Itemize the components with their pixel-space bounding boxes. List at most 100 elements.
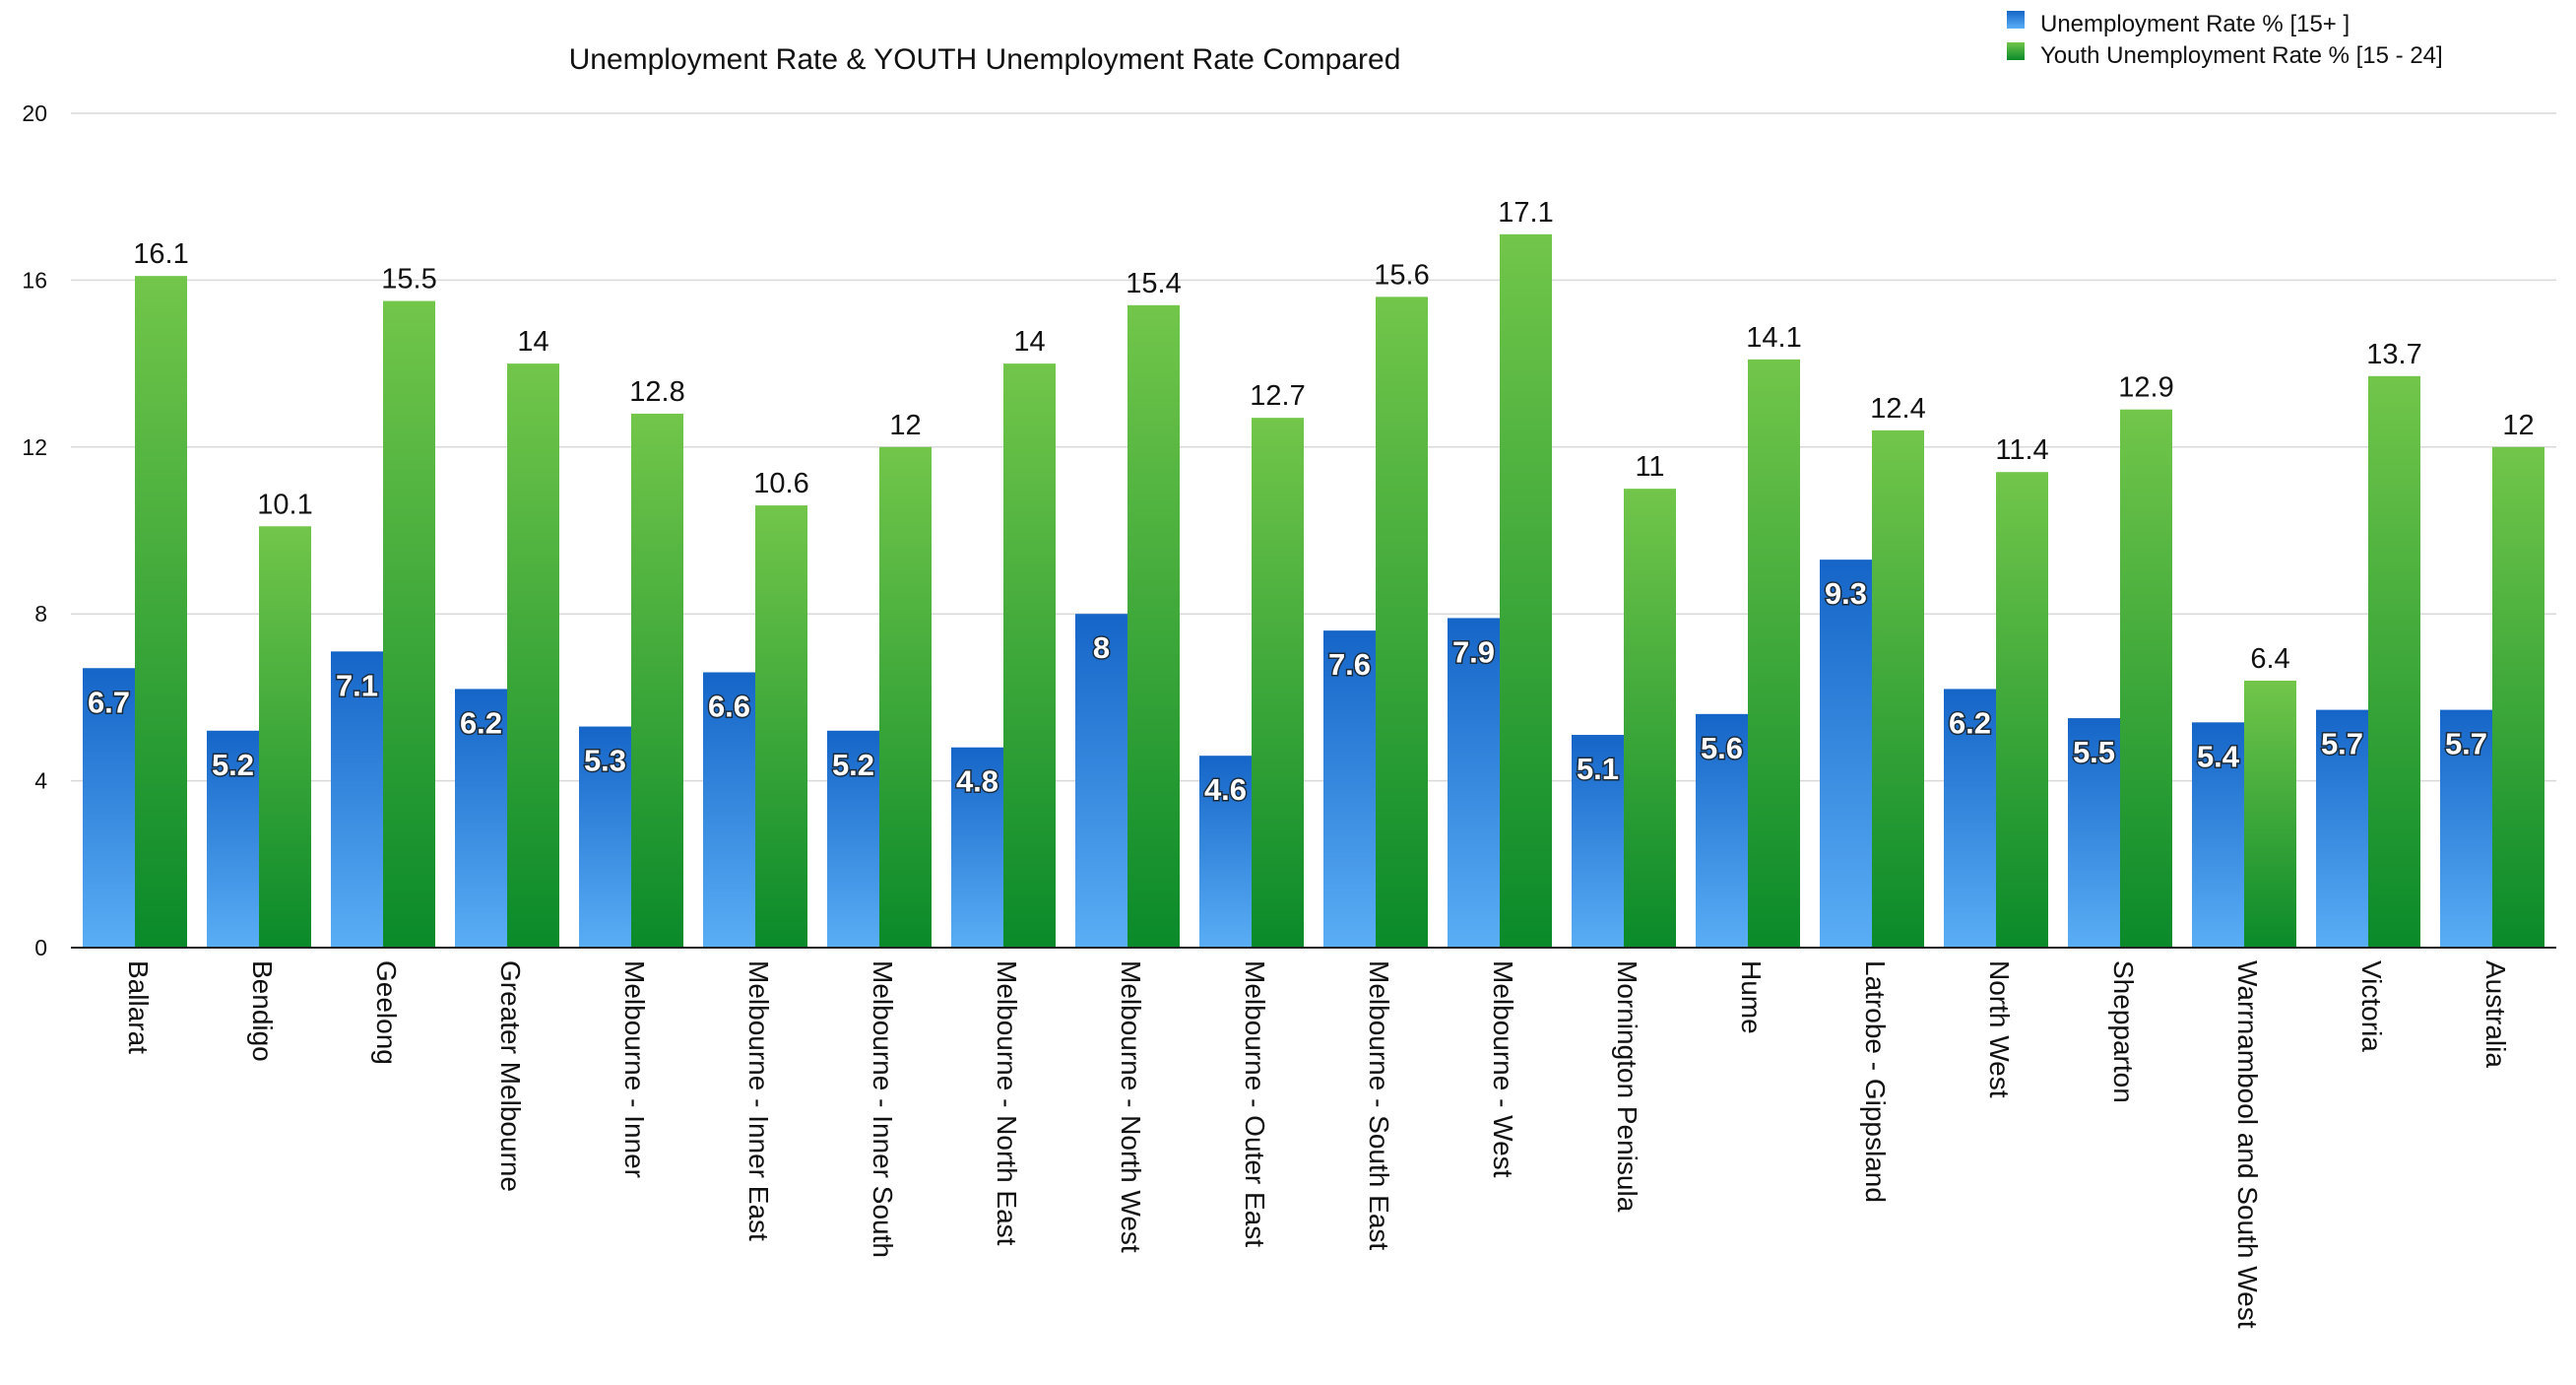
x-category-label: Greater Melbourne xyxy=(495,960,526,1192)
bar-unemployment xyxy=(2068,718,2120,948)
x-category-label: Warrnambool and South West xyxy=(2232,960,2263,1329)
x-axis-category-labels: Ballarat Bendigo Geelong Greater Melbourne M… xyxy=(123,960,2511,1329)
bar-youth-unemployment xyxy=(1376,297,1428,949)
bar-youth-unemployment xyxy=(507,363,559,949)
bar-youth-unemployment xyxy=(631,413,683,948)
data-label-youth: 15.6 xyxy=(1374,259,1429,291)
x-category-label: Melbourne - Outer East xyxy=(1240,960,1270,1247)
data-label-youth: 12.8 xyxy=(629,376,684,408)
bar-unemployment xyxy=(951,747,1003,948)
data-label-unemployment: 4.8 xyxy=(956,764,998,799)
bars xyxy=(83,233,2544,949)
y-axis-ticks: 0 4 8 12 16 20 xyxy=(22,100,47,960)
x-category-label: Geelong xyxy=(371,960,402,1065)
x-category-label: Melbourne - Inner xyxy=(619,960,650,1178)
legend-swatch-youth xyxy=(2007,42,2025,60)
data-label-youth: 10.6 xyxy=(753,468,808,499)
bar-unemployment xyxy=(2440,709,2492,948)
x-category-label: Melbourne - Inner East xyxy=(743,960,774,1241)
bar-unemployment xyxy=(331,651,383,948)
data-label-unemployment: 6.6 xyxy=(708,689,750,723)
data-label-youth: 14 xyxy=(1013,326,1045,358)
data-label-unemployment: 5.7 xyxy=(2321,727,2363,761)
x-category-label: Melbourne - North East xyxy=(992,960,1022,1246)
data-label-youth: 6.4 xyxy=(2250,643,2289,675)
bar-unemployment xyxy=(703,672,755,948)
data-label-youth: 11 xyxy=(1635,451,1664,483)
data-label-youth: 14.1 xyxy=(1746,322,1801,354)
bar-youth-unemployment xyxy=(1748,359,1800,948)
data-label-unemployment: 5.5 xyxy=(2073,735,2115,769)
y-tick-label: 4 xyxy=(34,768,47,794)
bar-youth-unemployment xyxy=(1003,363,1056,949)
data-label-youth: 17.1 xyxy=(1498,197,1553,229)
x-category-label: Bendigo xyxy=(247,960,278,1062)
legend-label-youth: Youth Unemployment Rate % [15 - 24] xyxy=(2040,42,2443,69)
y-tick-label: 12 xyxy=(22,434,47,460)
chart-title: Unemployment Rate & YOUTH Unemployment R… xyxy=(569,43,1401,76)
x-category-label: Melbourne - West xyxy=(1488,960,1518,1178)
data-label-unemployment: 5.7 xyxy=(2445,727,2487,761)
data-label-youth: 11.4 xyxy=(1995,434,2048,466)
bar-youth-unemployment xyxy=(1996,472,2048,948)
bar-youth-unemployment xyxy=(2120,409,2172,948)
x-category-label: Latrobe - Gippsland xyxy=(1860,960,1891,1203)
bar-youth-unemployment xyxy=(879,446,932,948)
data-label-youth: 15.4 xyxy=(1126,268,1181,299)
legend-swatch-unemployment xyxy=(2007,11,2025,29)
y-tick-label: 20 xyxy=(22,100,47,126)
data-label-unemployment: 7.6 xyxy=(1328,647,1371,682)
data-label-youth: 12.7 xyxy=(1250,380,1305,412)
bar-unemployment xyxy=(1820,560,1872,948)
data-label-unemployment: 7.9 xyxy=(1452,634,1495,669)
y-tick-label: 0 xyxy=(34,935,47,960)
bar-youth-unemployment xyxy=(383,300,435,948)
data-label-youth: 13.7 xyxy=(2366,339,2421,370)
x-category-label: North West xyxy=(1984,960,2015,1098)
bar-unemployment xyxy=(1572,735,1624,948)
bar-unemployment xyxy=(2316,709,2368,948)
data-label-unemployment: 5.4 xyxy=(2197,739,2240,773)
bar-youth-unemployment xyxy=(1500,233,1552,948)
x-category-label: Melbourne - South East xyxy=(1364,960,1394,1250)
bar-unemployment xyxy=(1199,756,1252,948)
data-label-unemployment: 9.3 xyxy=(1825,576,1867,611)
legend: Unemployment Rate % [15+ ] Youth Unemplo… xyxy=(2007,11,2443,69)
bar-youth-unemployment xyxy=(755,505,807,948)
x-category-label: Hume xyxy=(1736,960,1767,1034)
bar-youth-unemployment xyxy=(1872,429,1924,948)
data-label-unemployment: 4.6 xyxy=(1204,772,1247,807)
data-label-youth: 10.1 xyxy=(257,489,312,520)
bar-unemployment xyxy=(455,689,507,948)
bar-unemployment xyxy=(207,730,259,948)
bar-unemployment xyxy=(1696,713,1748,948)
data-label-unemployment: 5.2 xyxy=(212,748,254,782)
bar-youth-unemployment xyxy=(2368,375,2420,948)
data-label-youth: 12 xyxy=(889,410,921,441)
data-label-unemployment: 6.2 xyxy=(460,705,502,740)
data-labels: 6.7 16.1 5.2 10.1 7.1 15.5 6.2 14 5.3 12.8 6.6 10.6… xyxy=(86,197,2534,809)
bar-youth-unemployment xyxy=(135,276,187,948)
data-label-unemployment: 5.1 xyxy=(1577,752,1619,786)
data-label-youth: 12.9 xyxy=(2118,372,2173,404)
x-category-label: Mornington Penisula xyxy=(1612,960,1642,1213)
x-category-label: Australia xyxy=(2480,960,2511,1068)
data-label-unemployment: 5.2 xyxy=(832,748,874,782)
data-label-youth: 12.4 xyxy=(1870,393,1925,425)
y-tick-label: 8 xyxy=(34,601,47,627)
bar-unemployment xyxy=(827,730,879,948)
bar-youth-unemployment xyxy=(2244,680,2296,948)
x-category-label: Melbourne - Inner South xyxy=(868,960,898,1258)
data-label-unemployment: 7.1 xyxy=(336,668,378,702)
data-label-youth: 15.5 xyxy=(381,264,436,296)
data-label-youth: 14 xyxy=(517,326,548,358)
data-label-youth: 16.1 xyxy=(133,238,188,270)
x-category-label: Melbourne - North West xyxy=(1116,960,1146,1253)
bar-youth-unemployment xyxy=(1127,304,1180,948)
bar-youth-unemployment xyxy=(2492,446,2544,948)
bar-youth-unemployment xyxy=(1252,418,1304,948)
data-label-unemployment: 8 xyxy=(1093,630,1110,665)
x-category-label: Victoria xyxy=(2356,960,2387,1052)
bar-unemployment xyxy=(1944,689,1996,948)
